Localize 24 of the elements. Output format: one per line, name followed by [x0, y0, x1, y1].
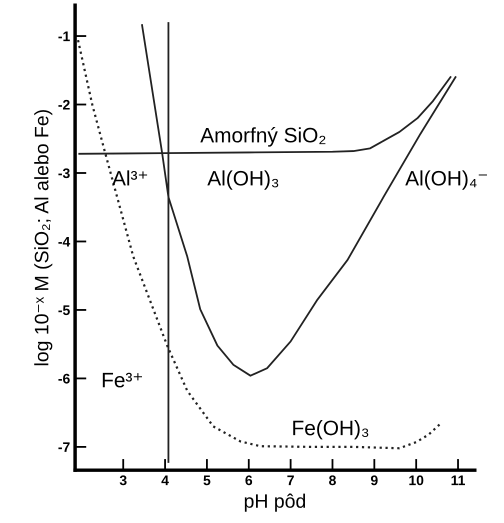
annotation: Al³⁺: [112, 170, 148, 186]
x-tick-label: 7: [287, 476, 294, 486]
x-tick-label: 11: [452, 476, 465, 486]
x-tick-label: 8: [329, 475, 336, 486]
y-tick-label: -2: [58, 100, 70, 110]
y-tick-label: -7: [58, 442, 70, 452]
x-tick-label: 4: [161, 476, 169, 486]
x-tick-label: 6: [245, 475, 252, 486]
y-tick-label: -5: [58, 305, 70, 316]
y-axis-title: log 10⁻ˣ M (SiO₂; Al alebo Fe): [34, 110, 52, 366]
x-tick-label: 5: [203, 476, 210, 486]
x-tick-label: 3: [120, 475, 127, 486]
annotation: Amorfný SiO₂: [200, 126, 326, 147]
y-tick-label: -1: [58, 32, 70, 42]
x-tick-label: 9: [370, 475, 378, 486]
y-tick-label: -3: [58, 168, 70, 178]
annotation: Fe(OH)₃: [293, 420, 368, 440]
x-axis-title: pH pôd: [244, 494, 306, 512]
annotation: Al(OH)₃: [207, 170, 278, 190]
annotation: Fe³⁺: [102, 372, 142, 388]
annotation: Al(OH)₄⁻: [405, 170, 487, 190]
y-tick-label: -6: [58, 374, 70, 384]
y-tick-label: -4: [58, 236, 70, 246]
x-tick-label: 10: [409, 475, 424, 486]
